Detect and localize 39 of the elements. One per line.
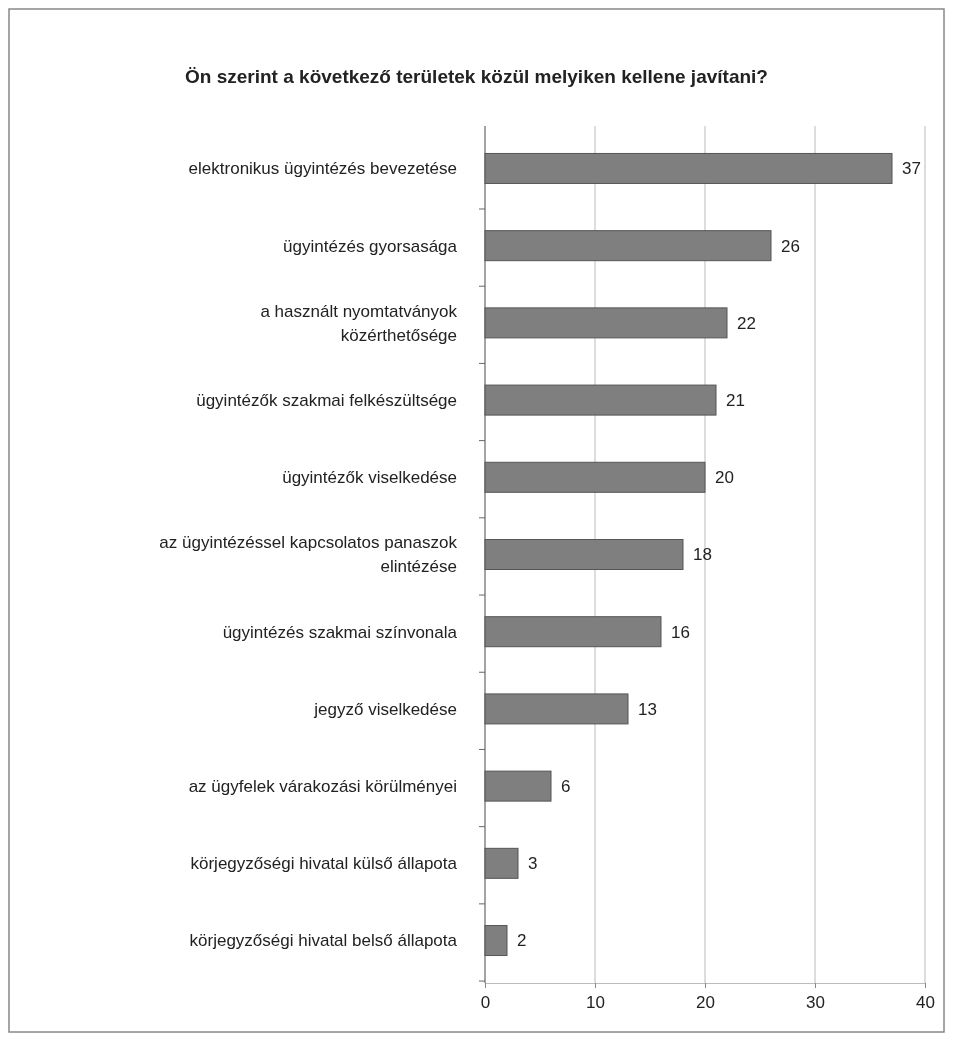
data-label: 26 [781,236,800,256]
y-tick-label: körjegyzőségi hivatal belső állapota [189,931,458,951]
x-tick-label: 20 [696,993,715,1013]
x-tick-label: 10 [586,993,605,1013]
y-tick-label: az ügyfelek várakozási körülményei [188,777,457,797]
y-tick-label: az ügyintézéssel kapcsolatos panaszok elintézése [159,533,458,577]
x-tick-label: 30 [806,993,825,1013]
y-tick-label: jegyző viselkedése [313,699,457,719]
data-label: 16 [671,622,690,642]
data-label: 22 [737,313,756,333]
data-label: 6 [561,777,571,797]
y-tick-label: ügyintézők szakmai felkészültsége [196,391,457,411]
bar [484,384,717,416]
bar [484,616,662,648]
y-tick-label: ügyintézés gyorsasága [283,236,458,256]
x-tick-label: 0 [480,993,491,1013]
chart-title: Ön szerint a következő területek közül melyiken kellene javítani? [185,66,768,87]
y-tick-label: elektronikus ügyintézés bevezetése [188,159,457,179]
bar [484,307,728,339]
y-tick-label: körjegyzőségi hivatal külső állapota [190,854,458,874]
bar [484,847,519,879]
bar [484,152,893,184]
data-label: 3 [528,854,538,874]
bar [484,925,508,957]
data-label: 2 [517,931,527,951]
y-tick-label: ügyintézés szakmai színvonala [222,622,458,642]
data-label: 20 [715,468,734,488]
data-label: 37 [902,159,921,179]
bar [484,461,706,493]
x-tick-label: 40 [916,993,935,1013]
y-tick-label: ügyintézők viselkedése [282,468,457,488]
bar [484,693,629,725]
data-label: 21 [726,391,745,411]
y-tick-label: a használt nyomtatványok közérthetősége [260,301,458,345]
bar [484,539,684,570]
data-label: 13 [638,699,657,719]
bar [484,230,772,262]
bar [484,770,552,802]
data-label: 18 [693,545,712,565]
